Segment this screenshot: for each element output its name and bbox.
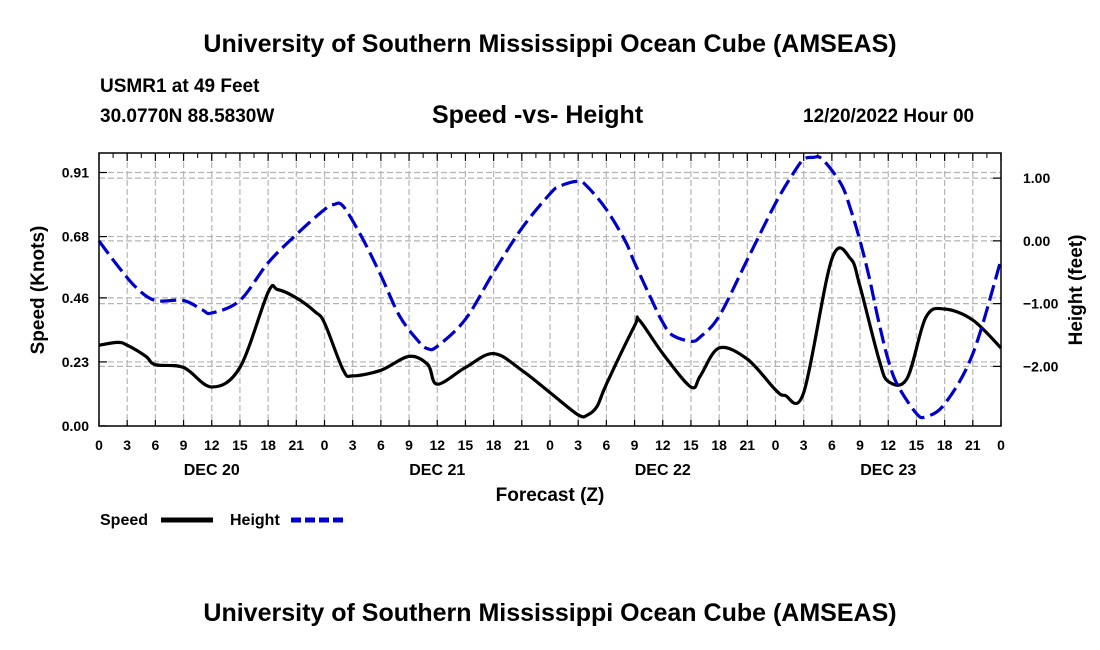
x-tick-label: 15 — [232, 437, 248, 453]
x-tick-label: 12 — [655, 437, 671, 453]
x-axis-label: Forecast (Z) — [496, 485, 605, 506]
y2-axis-label: Height (feet) — [1066, 235, 1087, 346]
data-series — [97, 155, 1003, 420]
forecast-run-time: 12/20/2022 Hour 00 — [803, 106, 975, 127]
legend-height-label: Height — [230, 512, 280, 529]
x-tick-label: 0 — [546, 437, 554, 453]
x-tick-label: 0 — [321, 437, 329, 453]
x-tick-label: 3 — [349, 437, 357, 453]
y-tick-label: 0.91 — [62, 165, 89, 181]
date-label: DEC 21 — [409, 462, 465, 479]
x-tick-label: 0 — [772, 437, 780, 453]
legend-speed-label: Speed — [100, 512, 148, 529]
x-tick-label: 3 — [800, 437, 808, 453]
page-title: University of Southern Mississippi Ocean… — [203, 30, 897, 58]
x-tick-label: 18 — [711, 437, 727, 453]
x-tick-label: 6 — [828, 437, 836, 453]
x-tick-label: 21 — [740, 437, 756, 453]
station-coordinates: 30.0770N 88.5830W — [100, 106, 275, 127]
legend: Speed Height — [100, 512, 343, 529]
date-label: DEC 22 — [635, 462, 691, 479]
y2-tick-label: 0.00 — [1023, 233, 1050, 249]
x-tick-label: 9 — [856, 437, 864, 453]
x-tick-label: 21 — [289, 437, 305, 453]
axes: 0 3 6 9 12 15 18 21 0 3 6 9 12 15 18 21 0 3 6 9 12 15 18 21 0 3 6 9… — [62, 153, 1059, 479]
x-tick-label: 0 — [997, 437, 1005, 453]
y2-tick-label: −2.00 — [1023, 358, 1059, 374]
x-tick-label: 6 — [377, 437, 385, 453]
chart-title: Speed -vs- Height — [432, 101, 644, 129]
x-tick-label: 18 — [486, 437, 502, 453]
x-tick-label: 3 — [123, 437, 131, 453]
series-line-speed — [98, 246, 1003, 419]
x-tick-label: 0 — [95, 437, 103, 453]
x-tick-label: 6 — [151, 437, 159, 453]
x-tick-label: 6 — [602, 437, 610, 453]
y-tick-label: 0.23 — [62, 354, 89, 370]
x-tick-label: 21 — [965, 437, 981, 453]
x-tick-label: 15 — [683, 437, 699, 453]
x-tick-label: 15 — [458, 437, 474, 453]
y2-tick-label: 1.00 — [1023, 170, 1050, 186]
x-tick-label: 18 — [260, 437, 276, 453]
x-tick-label: 12 — [429, 437, 445, 453]
x-tick-label: 21 — [514, 437, 530, 453]
x-tick-label: 12 — [880, 437, 896, 453]
date-label: DEC 23 — [860, 462, 916, 479]
x-tick-label: 12 — [204, 437, 220, 453]
date-label: DEC 20 — [184, 462, 240, 479]
series-line-height — [97, 155, 1003, 420]
x-tick-label: 15 — [909, 437, 925, 453]
y-tick-label: 0.00 — [62, 418, 89, 434]
y2-tick-label: −1.00 — [1023, 296, 1059, 312]
x-tick-label: 9 — [180, 437, 188, 453]
x-tick-label: 9 — [631, 437, 639, 453]
y-tick-label: 0.46 — [62, 290, 89, 306]
y-tick-label: 0.68 — [62, 229, 89, 245]
x-tick-label: 3 — [574, 437, 582, 453]
y-axis-label: Speed (Knots) — [28, 226, 49, 355]
station-label: USMR1 at 49 Feet — [100, 76, 260, 97]
x-tick-label: 18 — [937, 437, 953, 453]
x-tick-label: 9 — [405, 437, 413, 453]
footer-title: University of Southern Mississippi Ocean… — [203, 599, 897, 627]
